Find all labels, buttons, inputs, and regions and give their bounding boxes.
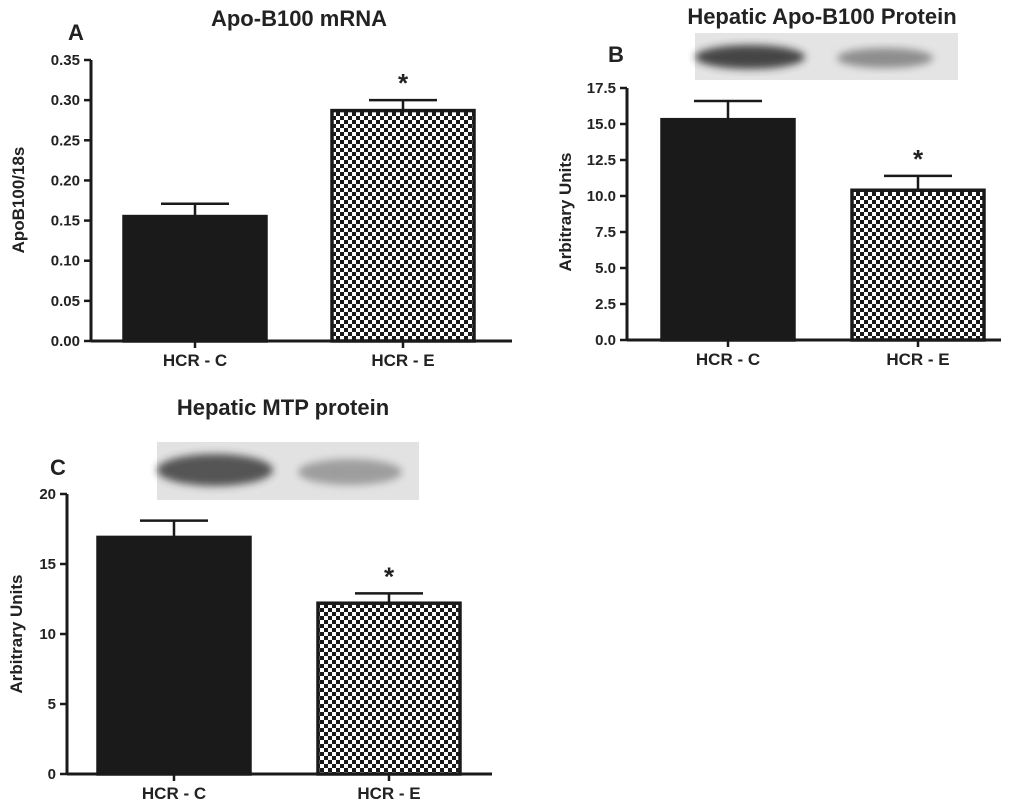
- panel-c-label: C: [50, 455, 66, 480]
- panel-a-y-tick-label: 0.35: [51, 52, 80, 69]
- panel-a-y-tick-label: 0.30: [51, 92, 80, 109]
- panel-b-title: Hepatic Apo-B100 Protein: [687, 4, 956, 29]
- panel-a-significance-marker: *: [398, 68, 409, 98]
- panel-c-y-axis-label: Arbitrary Units: [7, 574, 26, 693]
- panel-b-label: B: [608, 42, 624, 67]
- apo-b100-blot-image: [695, 33, 958, 80]
- panel-c-category-label: HCR - E: [357, 784, 420, 803]
- panel-a-y-tick-label: 0.20: [51, 172, 80, 189]
- panel-a: A Apo-B100 mRNA ApoB100/18s 0.00 0.05 0.10…: [9, 6, 512, 370]
- panel-c-y-tick-label: 5: [48, 696, 56, 713]
- mtp-blot-image: [157, 442, 419, 500]
- panel-a-bar-exercise: [330, 108, 476, 343]
- panel-a-category-label: HCR - E: [371, 351, 434, 370]
- panel-a-y-axis-label: ApoB100/18s: [9, 147, 28, 254]
- panel-a-y-tick-label: 0.10: [51, 253, 80, 270]
- panel-b-y-tick-label: 15.0: [587, 116, 616, 133]
- panel-c-y-tick-label: 20: [39, 486, 56, 503]
- panel-a-y-tick-label: 0.15: [51, 213, 80, 230]
- panel-b-y-axis-label: Arbitrary Units: [556, 152, 575, 271]
- panel-b: B Hepatic Apo-B100 Protein Arbitrary Uni…: [556, 4, 1001, 369]
- panel-a-y-tick-label: 0.00: [51, 333, 80, 350]
- panel-a-y-tick-label: 0.25: [51, 132, 80, 149]
- panel-b-significance-marker: *: [913, 144, 924, 174]
- panel-c-bar-control: [96, 535, 252, 776]
- panel-c-significance-marker: *: [384, 561, 395, 591]
- panel-c-y-tick-label: 10: [39, 626, 56, 643]
- panel-a-title: Apo-B100 mRNA: [211, 6, 387, 31]
- panel-c-bar-exercise: [316, 601, 462, 776]
- panel-b-y-tick-label: 10.0: [587, 188, 616, 205]
- panel-c-title: Hepatic MTP protein: [177, 395, 389, 420]
- panel-c: C Hepatic MTP protein Arbitrary Units 0 5…: [7, 395, 492, 803]
- panel-b-y-tick-label: 0.0: [595, 332, 616, 349]
- panel-b-y-tick-label: 12.5: [587, 152, 616, 169]
- panel-c-y-tick-label: 15: [39, 556, 56, 573]
- panel-c-y-tick-label: 0: [48, 766, 56, 783]
- panel-a-bar-control: [122, 214, 268, 343]
- panel-b-category-label: HCR - E: [886, 350, 949, 369]
- panel-b-y-tick-label: 17.5: [587, 80, 616, 97]
- panel-b-category-label: HCR - C: [696, 350, 760, 369]
- panel-b-y-tick-label: 5.0: [595, 260, 616, 277]
- panel-b-y-tick-label: 7.5: [595, 224, 616, 241]
- panel-a-label: A: [68, 20, 84, 45]
- panel-a-y-tick-label: 0.05: [51, 293, 80, 310]
- panel-b-bar-exercise: [850, 188, 986, 342]
- panel-b-bar-control: [660, 117, 796, 342]
- panel-c-category-label: HCR - C: [142, 784, 206, 803]
- panel-a-category-label: HCR - C: [163, 351, 227, 370]
- panel-b-y-tick-label: 2.5: [595, 296, 616, 313]
